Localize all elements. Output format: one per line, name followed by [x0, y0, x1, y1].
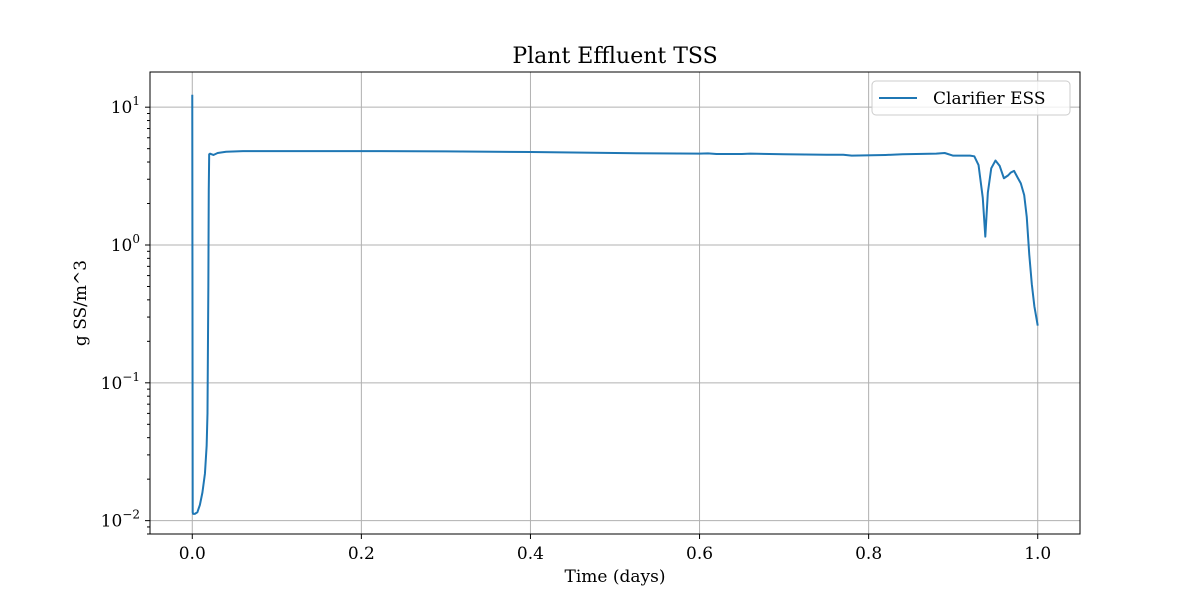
x-tick-label: 0.6	[686, 544, 713, 564]
x-axis-label: Time (days)	[565, 567, 666, 587]
x-tick-label: 0.4	[517, 544, 544, 564]
legend-label: Clarifier ESS	[933, 89, 1045, 109]
y-axis-label: g SS/m^3	[71, 260, 91, 346]
tick-layer: 0.0 0.2 0.4 0.6 0.8 1.0 10−2 10−1 100 101	[101, 94, 1052, 564]
y-tick-label: 101	[111, 94, 140, 118]
legend: Clarifier ESS	[871, 80, 1071, 116]
plot-frame	[149, 71, 1081, 535]
x-tick-label: 1.0	[1024, 544, 1051, 564]
grid-layer	[150, 72, 1080, 534]
x-tick-label: 0.2	[348, 544, 375, 564]
chart-title: Plant Effluent TSS	[512, 44, 717, 69]
y-tick-label: 10−2	[101, 508, 140, 532]
y-tick-label: 10−1	[101, 370, 140, 394]
series-line-0	[191, 94, 1039, 515]
x-tick-label: 0.0	[179, 544, 206, 564]
x-tick-label: 0.8	[855, 544, 882, 564]
series-layer	[191, 94, 1039, 515]
legend-box	[871, 80, 1071, 116]
y-tick-label: 100	[111, 232, 140, 256]
